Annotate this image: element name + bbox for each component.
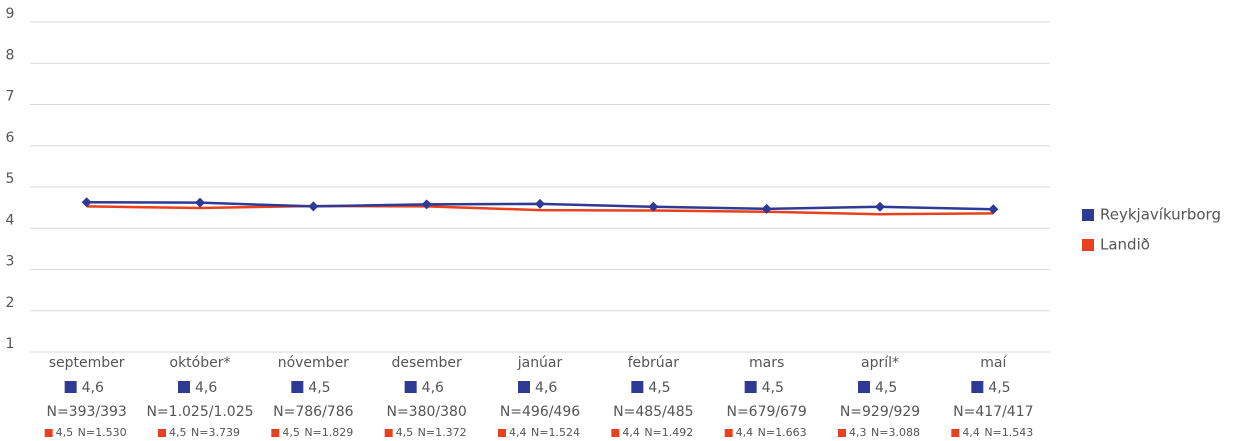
y-tick-label: 9 bbox=[6, 6, 15, 22]
n-label: N=1.829 bbox=[304, 426, 353, 439]
swatch bbox=[384, 429, 393, 437]
x-tick-label: mars bbox=[749, 355, 784, 371]
y-tick-label: 8 bbox=[6, 47, 15, 63]
x-tick-label: apríl* bbox=[861, 355, 899, 371]
point-marker bbox=[988, 204, 999, 215]
n-label: N=1.372 bbox=[418, 426, 467, 439]
legend-swatch bbox=[1082, 209, 1094, 221]
value-label: 4,5 bbox=[396, 426, 414, 439]
n-label: N=1.543 bbox=[984, 426, 1033, 439]
swatch bbox=[498, 429, 506, 437]
x-tick-label: október* bbox=[170, 355, 231, 371]
x-tick-label: janúar bbox=[517, 355, 563, 371]
n-label: N=3.739 bbox=[191, 426, 240, 439]
n-label: N=679/679 bbox=[726, 404, 806, 420]
n-label: N=485/485 bbox=[613, 404, 693, 420]
value-label: 4,6 bbox=[195, 380, 217, 396]
y-tick-label: 3 bbox=[6, 254, 15, 270]
swatch bbox=[631, 381, 644, 393]
point-marker bbox=[308, 201, 319, 212]
swatch bbox=[611, 429, 620, 437]
point-marker bbox=[761, 203, 772, 214]
swatch bbox=[744, 381, 757, 393]
n-label: N=1.524 bbox=[531, 426, 580, 439]
swatch bbox=[64, 381, 77, 393]
y-tick-label: 6 bbox=[6, 130, 15, 146]
x-tick-label: desember bbox=[392, 355, 463, 371]
n-label: N=1.663 bbox=[758, 426, 807, 439]
swatch bbox=[518, 381, 530, 393]
value-label: 4,4 bbox=[962, 426, 980, 439]
swatch bbox=[158, 429, 166, 437]
swatch bbox=[404, 381, 417, 393]
n-label: N=417/417 bbox=[953, 404, 1033, 420]
swatch bbox=[271, 429, 280, 437]
value-label: 4,6 bbox=[422, 380, 444, 396]
y-tick-label: 7 bbox=[6, 89, 15, 105]
value-label: 4,5 bbox=[282, 426, 300, 439]
value-label: 4,5 bbox=[648, 380, 670, 396]
n-label: N=1.530 bbox=[78, 426, 127, 439]
x-tick-label: maí bbox=[980, 355, 1007, 371]
value-label: 4,6 bbox=[535, 380, 557, 396]
point-marker bbox=[648, 201, 659, 212]
value-label: 4,5 bbox=[875, 380, 897, 396]
y-tick-label: 1 bbox=[6, 336, 15, 352]
value-label: 4,3 bbox=[849, 426, 867, 439]
point-marker bbox=[81, 197, 92, 208]
value-label: 4,5 bbox=[169, 426, 187, 439]
n-label: N=786/786 bbox=[273, 404, 353, 420]
value-label: 4,6 bbox=[82, 380, 104, 396]
series-line bbox=[86, 204, 994, 216]
point-marker bbox=[535, 198, 545, 209]
y-tick-label: 5 bbox=[6, 171, 15, 187]
y-tick-label: 4 bbox=[6, 212, 15, 228]
x-tick-label: nóvember bbox=[278, 355, 349, 371]
n-label: N=929/929 bbox=[840, 404, 920, 420]
n-label: N=496/496 bbox=[500, 404, 580, 420]
x-tick-label: september bbox=[49, 355, 125, 371]
y-tick-label: 2 bbox=[6, 295, 15, 311]
value-label: 4,4 bbox=[622, 426, 640, 439]
value-label: 4,5 bbox=[308, 380, 330, 396]
swatch bbox=[858, 381, 870, 393]
swatch bbox=[178, 381, 190, 393]
swatch bbox=[724, 429, 733, 437]
value-label: 4,5 bbox=[56, 426, 74, 439]
point-marker bbox=[195, 197, 205, 208]
legend-label: Reykjavíkurborg bbox=[1100, 206, 1221, 224]
legend-label: Landið bbox=[1100, 236, 1150, 254]
swatch bbox=[838, 429, 846, 437]
swatch bbox=[44, 429, 53, 437]
value-label: 4,5 bbox=[762, 380, 784, 396]
n-label: N=380/380 bbox=[386, 404, 466, 420]
swatch bbox=[971, 381, 984, 393]
point-marker bbox=[421, 199, 432, 210]
value-label: 4,4 bbox=[509, 426, 527, 439]
n-label: N=3.088 bbox=[871, 426, 920, 439]
value-label: 4,4 bbox=[736, 426, 754, 439]
swatch bbox=[951, 429, 960, 437]
n-label: N=393/393 bbox=[46, 404, 126, 420]
legend-swatch bbox=[1082, 239, 1094, 251]
n-label: N=1.025/1.025 bbox=[146, 404, 253, 420]
swatch bbox=[291, 381, 304, 393]
value-label: 4,5 bbox=[988, 380, 1010, 396]
n-label: N=1.492 bbox=[644, 426, 693, 439]
point-marker bbox=[875, 201, 885, 212]
x-tick-label: febrúar bbox=[628, 355, 680, 371]
